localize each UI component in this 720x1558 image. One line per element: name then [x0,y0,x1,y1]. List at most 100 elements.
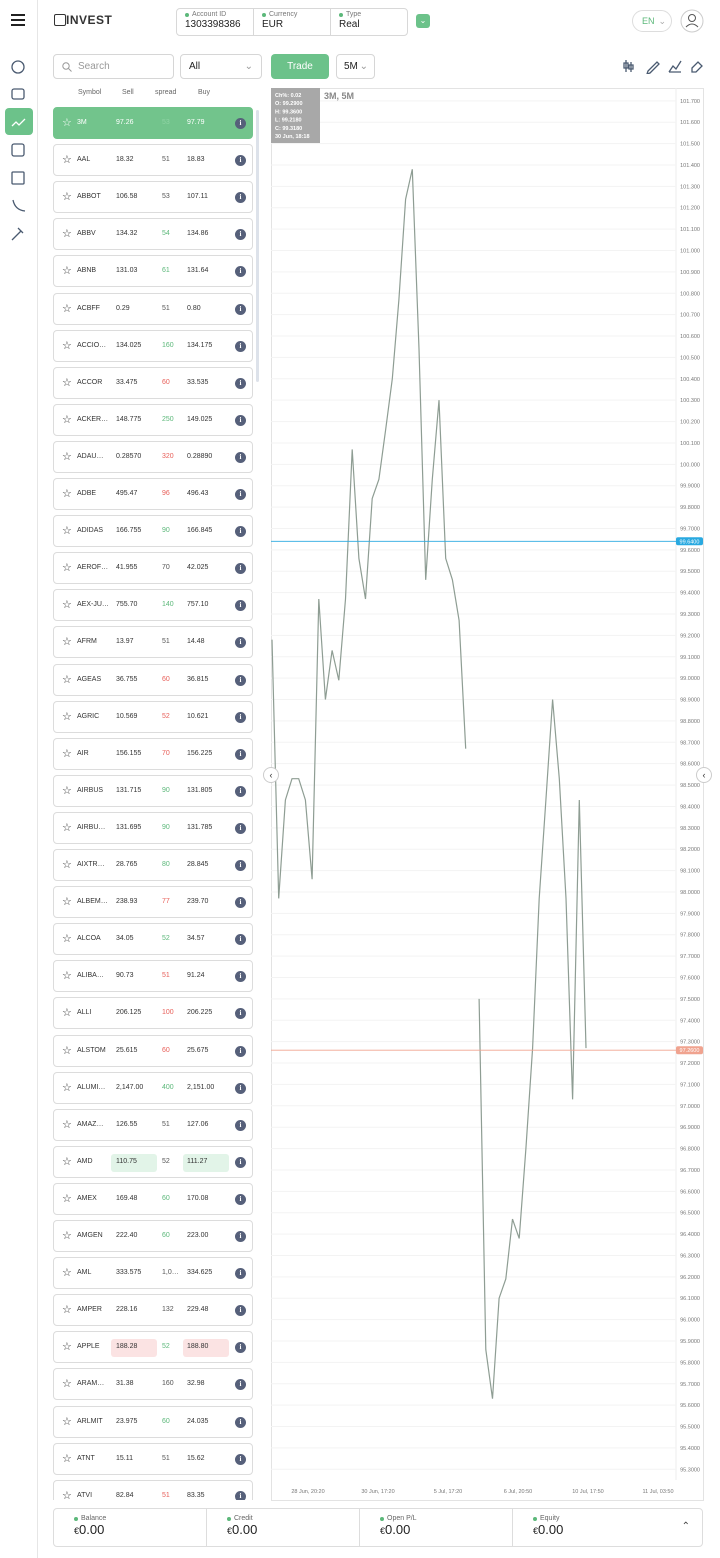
info-button[interactable]: i [235,489,246,500]
symbol-row[interactable]: ☆ AFRM 13.97 51 14.48 i [53,626,253,659]
language-select[interactable]: EN ⌄ [632,10,672,32]
favorite-star[interactable]: ☆ [62,673,72,686]
nav-trade[interactable] [11,118,26,127]
info-button[interactable]: i [235,1045,246,1057]
favorite-star[interactable]: ☆ [62,450,72,463]
symbol-row[interactable]: ☆ ALCOA 34.05 52 34.57 i [53,923,253,956]
nav-support[interactable] [12,199,26,212]
symbol-row[interactable]: ☆ AMEX 169.48 60 170.08 i [53,1182,253,1215]
favorite-star[interactable]: ☆ [62,970,72,983]
symbol-row[interactable]: ☆ AGRIC 10.569 52 10.621 i [53,700,253,733]
info-button[interactable]: i [235,1231,246,1242]
trade-button[interactable]: Trade [271,54,329,79]
favorite-star[interactable]: ☆ [62,1267,72,1280]
symbol-row[interactable]: ☆ ACCIO… 134.025 160 134.175 i [53,329,253,362]
candles-tool[interactable] [623,60,634,72]
favorite-star[interactable]: ☆ [62,1304,72,1317]
symbol-row[interactable]: ☆ ALIBA… 90.73 51 91.24 i [53,960,253,993]
favorite-star[interactable]: ☆ [62,488,72,500]
info-button[interactable]: i [235,1082,246,1094]
info-button[interactable]: i [235,377,246,389]
collapse-right[interactable]: ‹ [696,767,712,783]
info-button[interactable]: i [235,563,246,575]
favorite-star[interactable]: ☆ [62,525,72,538]
symbol-row[interactable]: ☆ ATNT 15.11 51 15.62 i [53,1442,253,1475]
favorite-star[interactable]: ☆ [62,1230,72,1242]
info-button[interactable]: i [235,1008,246,1020]
info-button[interactable]: i [235,1305,246,1317]
info-button[interactable]: i [235,785,246,797]
symbol-row[interactable]: ☆ AIRBU… 131.695 90 131.785 i [53,811,253,844]
info-button[interactable]: i [235,340,246,352]
info-button[interactable]: i [235,637,246,649]
favorite-star[interactable]: ☆ [62,265,72,278]
favorite-star[interactable]: ☆ [62,154,72,167]
favorite-star[interactable]: ☆ [62,784,72,797]
info-button[interactable]: i [235,192,246,204]
favorite-star[interactable]: ☆ [62,1081,72,1094]
info-button[interactable]: i [235,711,246,723]
info-button[interactable]: i [235,229,246,241]
symbol-row[interactable]: ☆ ABNB 131.03 61 131.64 i [53,255,253,288]
timeframe-select[interactable]: 5M ⌄ [336,54,375,79]
favorite-star[interactable]: ☆ [62,747,72,760]
favorite-star[interactable]: ☆ [62,228,72,241]
symbol-row[interactable]: ☆ ADBE 495.47 96 496.43 i [53,478,253,510]
favorite-star[interactable]: ☆ [62,859,72,871]
info-button[interactable]: i [235,414,246,426]
info-button[interactable]: i [235,1156,246,1168]
favorite-star[interactable]: ☆ [62,933,72,946]
favorite-star[interactable]: ☆ [62,710,72,723]
info-button[interactable]: i [235,897,246,909]
favorite-star[interactable]: ☆ [62,1192,72,1205]
symbol-row[interactable]: ☆ ABBV 134.32 54 134.86 i [53,218,253,251]
info-button[interactable]: i [235,526,246,538]
symbol-row[interactable]: ☆ ABBOT 106.58 53 107.11 i [53,181,253,214]
info-button[interactable]: i [235,822,246,834]
info-button[interactable]: i [235,860,246,871]
nav-reports[interactable] [11,171,25,185]
info-button[interactable]: i [235,1379,246,1391]
favorite-star[interactable]: ☆ [62,117,72,129]
symbol-row[interactable]: ☆ ADAU… 0.28570 320 0.28890 i [53,440,253,473]
favorite-star[interactable]: ☆ [62,1341,72,1354]
info-button[interactable]: i [235,1193,246,1205]
info-button[interactable]: i [235,600,246,612]
info-button[interactable]: i [235,1119,246,1131]
nav-dashboard[interactable] [11,60,25,74]
search-input[interactable]: Search [53,54,174,79]
symbol-row[interactable]: ☆ AMPER 228.16 132 229.48 i [53,1294,253,1327]
nav-tools[interactable] [11,227,24,241]
eraser-tool[interactable] [691,61,703,73]
symbol-row[interactable]: ☆ ACCOR 33.475 60 33.535 i [53,366,253,399]
info-button[interactable]: i [235,1342,246,1354]
menu-button[interactable] [10,13,26,27]
symbol-row[interactable]: ☆ ADIDAS 166.755 90 166.845 i [53,515,253,548]
nav-deposit[interactable] [11,143,25,157]
info-button[interactable]: i [235,674,246,686]
favorite-star[interactable]: ☆ [62,1415,72,1428]
symbol-row[interactable]: ☆ ARLMIT 23.975 60 24.035 i [53,1405,253,1438]
info-button[interactable]: i [235,303,246,315]
symbol-row[interactable]: ☆ ARAM… 31.38 160 32.98 i [53,1368,253,1401]
info-button[interactable]: i [235,266,246,278]
info-button[interactable]: i [235,748,246,760]
symbol-row[interactable]: ☆ ALBEM… 238.93 77 239.70 i [53,886,253,919]
info-button[interactable]: i [235,934,246,946]
user-button[interactable] [680,9,704,33]
account-dropdown[interactable]: ⌄ [416,14,430,28]
info-button[interactable]: i [235,1268,246,1280]
symbol-row[interactable]: ☆ 3M 97.26 53 97.79 i [53,107,253,139]
info-button[interactable]: i [235,1416,246,1428]
symbol-row[interactable]: ☆ AIRBUS 131.715 90 131.805 i [53,774,253,807]
favorite-star[interactable]: ☆ [62,896,72,909]
symbol-row[interactable]: ☆ AIXTR… 28.765 80 28.845 i [53,849,253,881]
favorite-star[interactable]: ☆ [62,302,72,315]
symbol-row[interactable]: ☆ APPLE 188.28 52 188.80 i [53,1331,253,1364]
favorite-star[interactable]: ☆ [62,1155,72,1168]
favorite-star[interactable]: ☆ [62,1378,72,1391]
filter-select[interactable]: All ⌄ [180,54,262,79]
favorite-star[interactable]: ☆ [62,1118,72,1131]
nav-wallet[interactable] [11,88,25,100]
symbol-row[interactable]: ☆ AEROF… 41.955 70 42.025 i [53,552,253,585]
